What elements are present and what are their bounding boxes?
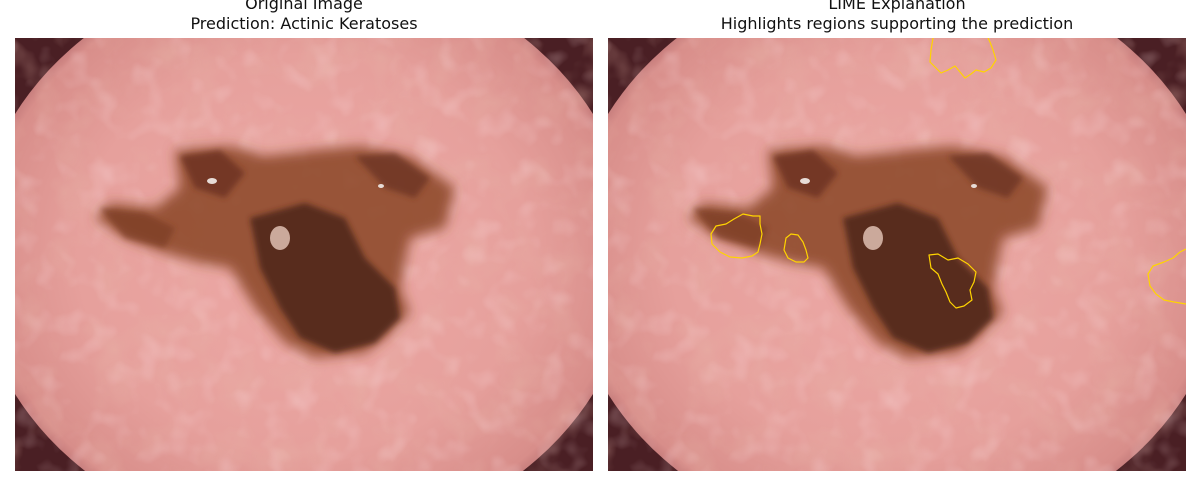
panel-title: Original Image <box>15 0 593 13</box>
dermoscopy-image <box>15 38 593 471</box>
lime-overlay-image <box>608 38 1186 471</box>
panel-subtitle: Highlights regions supporting the predic… <box>608 14 1186 33</box>
panel-subtitle: Prediction: Actinic Keratoses <box>15 14 593 33</box>
panel-title: LIME Explanation <box>608 0 1186 13</box>
